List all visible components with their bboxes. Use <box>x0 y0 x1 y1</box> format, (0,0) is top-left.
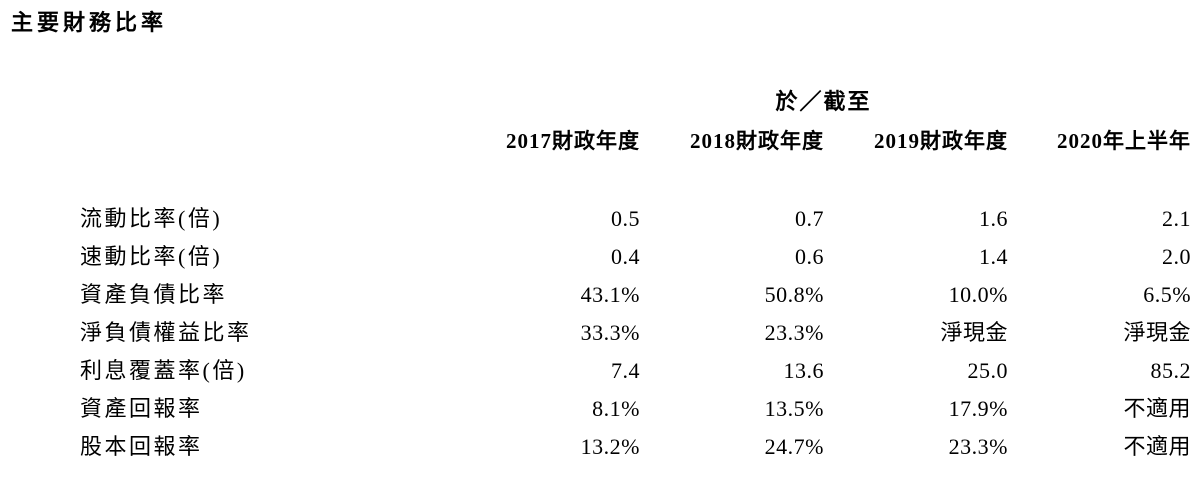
table-row-gearing-ratio: 資產負債比率 43.1% 50.8% 10.0% 6.5% <box>80 276 1191 314</box>
table-body: 流動比率(倍) 0.5 0.7 1.6 2.1 速動比率(倍) 0.4 0.6 … <box>80 200 1191 466</box>
column-header-row: 2017財政年度 2018財政年度 2019財政年度 2020年上半年 <box>80 116 1191 156</box>
column-header-fy2019: 2019財政年度 <box>874 129 1008 153</box>
row-label: 資產回報率 <box>80 396 203 421</box>
ratio-value-cell: 不適用 <box>1123 434 1192 459</box>
table-row-return-on-equity: 股本回報率 13.2% 24.7% 23.3% 不適用 <box>80 428 1191 466</box>
row-label: 資產負債比率 <box>80 282 228 307</box>
page-title: 主要財務比率 <box>11 10 168 35</box>
ratio-value-cell: 50.8% <box>764 282 824 307</box>
header-spacer <box>80 156 1191 200</box>
ratio-value-cell: 2.0 <box>1162 244 1192 269</box>
group-header-row: 於／截至 <box>80 84 1191 116</box>
row-label: 流動比率(倍) <box>80 206 223 231</box>
ratio-value-cell: 淨現金 <box>940 320 1008 345</box>
ratio-value-cell: 6.5% <box>1143 282 1192 307</box>
ratio-value-cell: 0.4 <box>611 244 640 269</box>
table-row-return-on-assets: 資產回報率 8.1% 13.5% 17.9% 不適用 <box>80 390 1191 428</box>
ratio-value-cell: 2.1 <box>1162 206 1192 231</box>
row-label: 股本回報率 <box>80 434 203 459</box>
row-label: 速動比率(倍) <box>80 244 223 269</box>
ratio-value-cell: 10.0% <box>948 282 1008 307</box>
column-header-fy2018: 2018財政年度 <box>690 129 824 153</box>
ratio-value-cell: 0.6 <box>795 244 824 269</box>
ratio-value-cell: 淨現金 <box>1123 320 1192 345</box>
ratio-value-cell: 24.7% <box>764 434 824 459</box>
ratio-value-cell: 13.5% <box>764 396 824 421</box>
column-header-h1-2020: 2020年上半年 <box>1057 129 1192 153</box>
empty-cell <box>80 116 456 156</box>
ratio-value-cell: 25.0 <box>967 358 1008 383</box>
ratio-value-cell: 不適用 <box>1123 396 1192 421</box>
ratio-value-cell: 33.3% <box>580 320 640 345</box>
row-label: 利息覆蓋率(倍) <box>80 358 247 383</box>
table-header: 於／截至 2017財政年度 2018財政年度 2019財政年度 2020年上半年 <box>80 84 1191 200</box>
table-row-current-ratio: 流動比率(倍) 0.5 0.7 1.6 2.1 <box>80 200 1191 238</box>
ratio-value-cell: 0.7 <box>795 206 824 231</box>
ratio-value-cell: 23.3% <box>948 434 1008 459</box>
ratio-value-cell: 13.2% <box>580 434 640 459</box>
empty-cell <box>80 84 456 116</box>
table-row-quick-ratio: 速動比率(倍) 0.4 0.6 1.4 2.0 <box>80 238 1191 276</box>
column-header-fy2017: 2017財政年度 <box>506 129 640 153</box>
financial-ratios-table: 於／截至 2017財政年度 2018財政年度 2019財政年度 2020年上半年… <box>80 84 1191 466</box>
spacer-cell <box>80 156 1191 200</box>
row-label: 淨負債權益比率 <box>80 320 252 345</box>
ratio-value-cell: 17.9% <box>948 396 1008 421</box>
ratio-value-cell: 13.6 <box>783 358 824 383</box>
ratio-value-cell: 7.4 <box>611 358 640 383</box>
ratio-value-cell: 0.5 <box>611 206 640 231</box>
ratio-value-cell: 8.1% <box>592 396 640 421</box>
ratio-value-cell: 85.2 <box>1150 358 1192 383</box>
table-row-interest-coverage: 利息覆蓋率(倍) 7.4 13.6 25.0 85.2 <box>80 352 1191 390</box>
ratio-value-cell: 23.3% <box>764 320 824 345</box>
ratio-value-cell: 1.4 <box>979 244 1008 269</box>
group-header: 於／截至 <box>775 89 872 114</box>
ratio-value-cell: 43.1% <box>580 282 640 307</box>
ratio-value-cell: 1.6 <box>979 206 1008 231</box>
table-row-net-debt-to-equity: 淨負債權益比率 33.3% 23.3% 淨現金 淨現金 <box>80 314 1191 352</box>
